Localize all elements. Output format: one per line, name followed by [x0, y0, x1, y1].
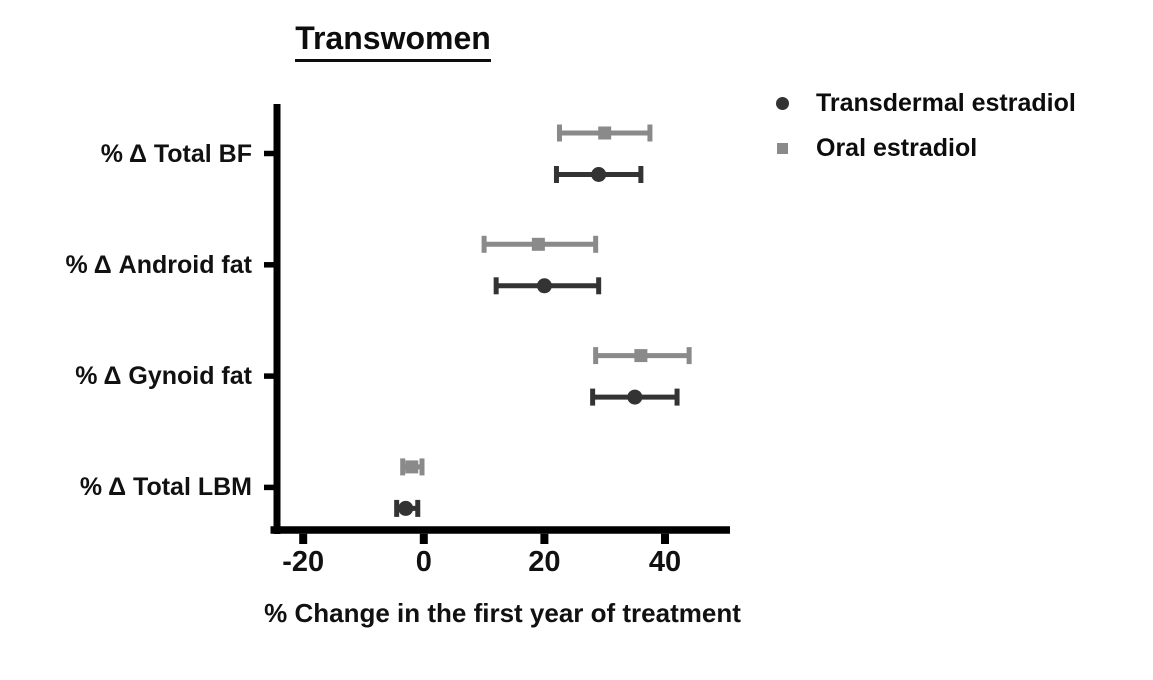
data-point-marker [598, 126, 612, 140]
x-tick-label: -20 [282, 546, 325, 578]
square-marker-icon [777, 143, 788, 154]
legend-label: Transdermal estradiol [816, 88, 1076, 117]
data-point-marker [531, 237, 545, 251]
category-label: % Δ Gynoid fat [75, 362, 252, 391]
data-point-marker [398, 500, 414, 516]
legend-item: Transdermal estradiol [776, 86, 1076, 120]
circle-marker-icon [776, 96, 789, 110]
legend-label: Oral estradiol [816, 134, 978, 162]
data-point-marker [627, 389, 643, 405]
chart-title-text: Transwomen [295, 20, 491, 62]
category-label: % Δ Total LBM [79, 473, 252, 502]
data-point-marker [591, 167, 607, 182]
x-tick-label: 20 [528, 546, 561, 578]
data-point-marker [536, 278, 552, 294]
category-label: % Δ Total BF [100, 139, 252, 168]
data-point-marker [405, 460, 419, 474]
data-point-marker [634, 349, 648, 363]
x-tick-label: 40 [648, 546, 682, 578]
x-tick-label: 0 [415, 546, 432, 578]
category-label: % Δ Android fat [65, 250, 252, 279]
legend-item: Oral estradiol [776, 132, 977, 166]
chart-title: Transwomen [233, 20, 553, 62]
x-axis-label: % Change in the first year of treatment [264, 598, 741, 628]
